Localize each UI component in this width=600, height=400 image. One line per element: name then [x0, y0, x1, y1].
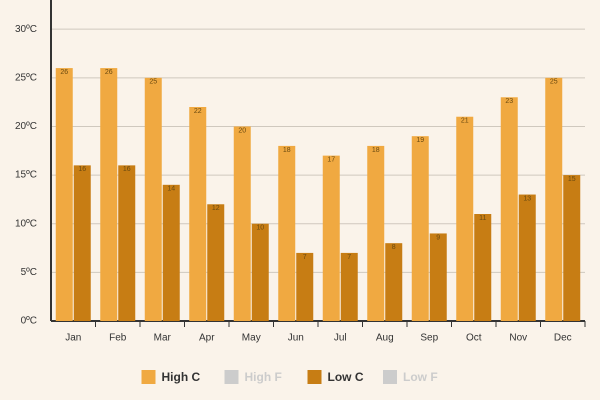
legend-label[interactable]: High C: [162, 370, 201, 384]
bar-value-label: 9: [436, 234, 440, 241]
bar: [545, 77, 563, 322]
bar-value-label: 8: [392, 244, 396, 251]
bar: [278, 145, 296, 321]
bar: [100, 68, 118, 321]
bar-value-label: 7: [347, 254, 351, 261]
bar: [563, 175, 581, 321]
bar: [340, 252, 358, 321]
bar-value-label: 11: [479, 215, 486, 222]
x-tick-label: Jun: [288, 333, 304, 344]
x-tick-label: Mar: [154, 333, 172, 344]
bar-value-label: 16: [78, 166, 86, 173]
legend-swatch: [141, 370, 156, 384]
bar: [429, 233, 447, 321]
bar-value-label: 23: [505, 98, 513, 105]
bar-value-label: 7: [303, 254, 307, 261]
bar-value-label: 16: [123, 166, 131, 173]
bar: [518, 194, 536, 321]
y-tick-label: 20ºC: [15, 121, 37, 132]
bar-value-label: 22: [194, 108, 202, 115]
x-tick-label: Sep: [420, 333, 438, 344]
x-tick-label: May: [242, 333, 261, 344]
bar-value-label: 17: [327, 156, 335, 163]
x-tick-label: Dec: [554, 333, 572, 344]
bar: [474, 214, 492, 321]
y-tick-label: 5ºC: [21, 267, 37, 278]
x-tick-label: Aug: [376, 333, 394, 344]
bar: [162, 184, 180, 321]
bar-value-label: 15: [568, 176, 576, 183]
bar-value-label: 19: [416, 137, 424, 144]
bar: [385, 243, 403, 321]
bar-value-label: 18: [283, 147, 291, 154]
bar-value-label: 14: [167, 186, 175, 193]
x-tick-label: Jul: [334, 333, 347, 344]
bar: [411, 136, 429, 321]
legend-label[interactable]: Low F: [403, 370, 438, 384]
bar-value-label: 25: [149, 79, 157, 86]
x-tick-label: Nov: [509, 333, 527, 344]
legend: High C High F Low C Low F: [141, 370, 438, 384]
x-tick-label: Feb: [109, 333, 127, 344]
bar-value-label: 20: [238, 127, 246, 134]
y-tick-label: 25ºC: [15, 72, 37, 83]
bar-value-label: 12: [212, 205, 220, 212]
bar: [456, 116, 474, 322]
bar: [296, 252, 314, 321]
legend-label[interactable]: Low C: [328, 370, 364, 384]
bar: [189, 107, 207, 321]
bar-value-label: 25: [550, 79, 558, 86]
bar-value-label: 21: [461, 118, 469, 125]
y-tick-label: 30ºC: [15, 24, 37, 35]
bar-value-label: 10: [256, 225, 264, 232]
legend-swatch: [307, 370, 322, 384]
bar-value-label: 13: [523, 195, 531, 202]
legend-label[interactable]: High F: [245, 370, 282, 384]
bar: [73, 165, 91, 321]
y-tick-label: 0ºC: [21, 316, 37, 327]
bar-value-label: 18: [372, 147, 380, 154]
bar: [207, 204, 225, 321]
bar-value-label: 26: [60, 69, 68, 76]
bar: [144, 77, 162, 322]
x-tick-label: Jan: [65, 333, 81, 344]
bar: [500, 97, 518, 321]
y-tick-label: 10ºC: [15, 218, 37, 229]
bar: [322, 155, 340, 321]
bar: [251, 223, 269, 321]
x-tick-label: Apr: [199, 333, 215, 344]
bar-value-label: 26: [105, 69, 113, 76]
legend-swatch: [383, 370, 397, 384]
bar: [55, 68, 73, 321]
y-tick-label: 15ºC: [15, 170, 37, 181]
bar: [367, 145, 385, 321]
legend-swatch: [224, 370, 239, 384]
x-tick-label: Oct: [466, 333, 482, 344]
bar: [233, 126, 251, 321]
bar: [118, 165, 136, 321]
